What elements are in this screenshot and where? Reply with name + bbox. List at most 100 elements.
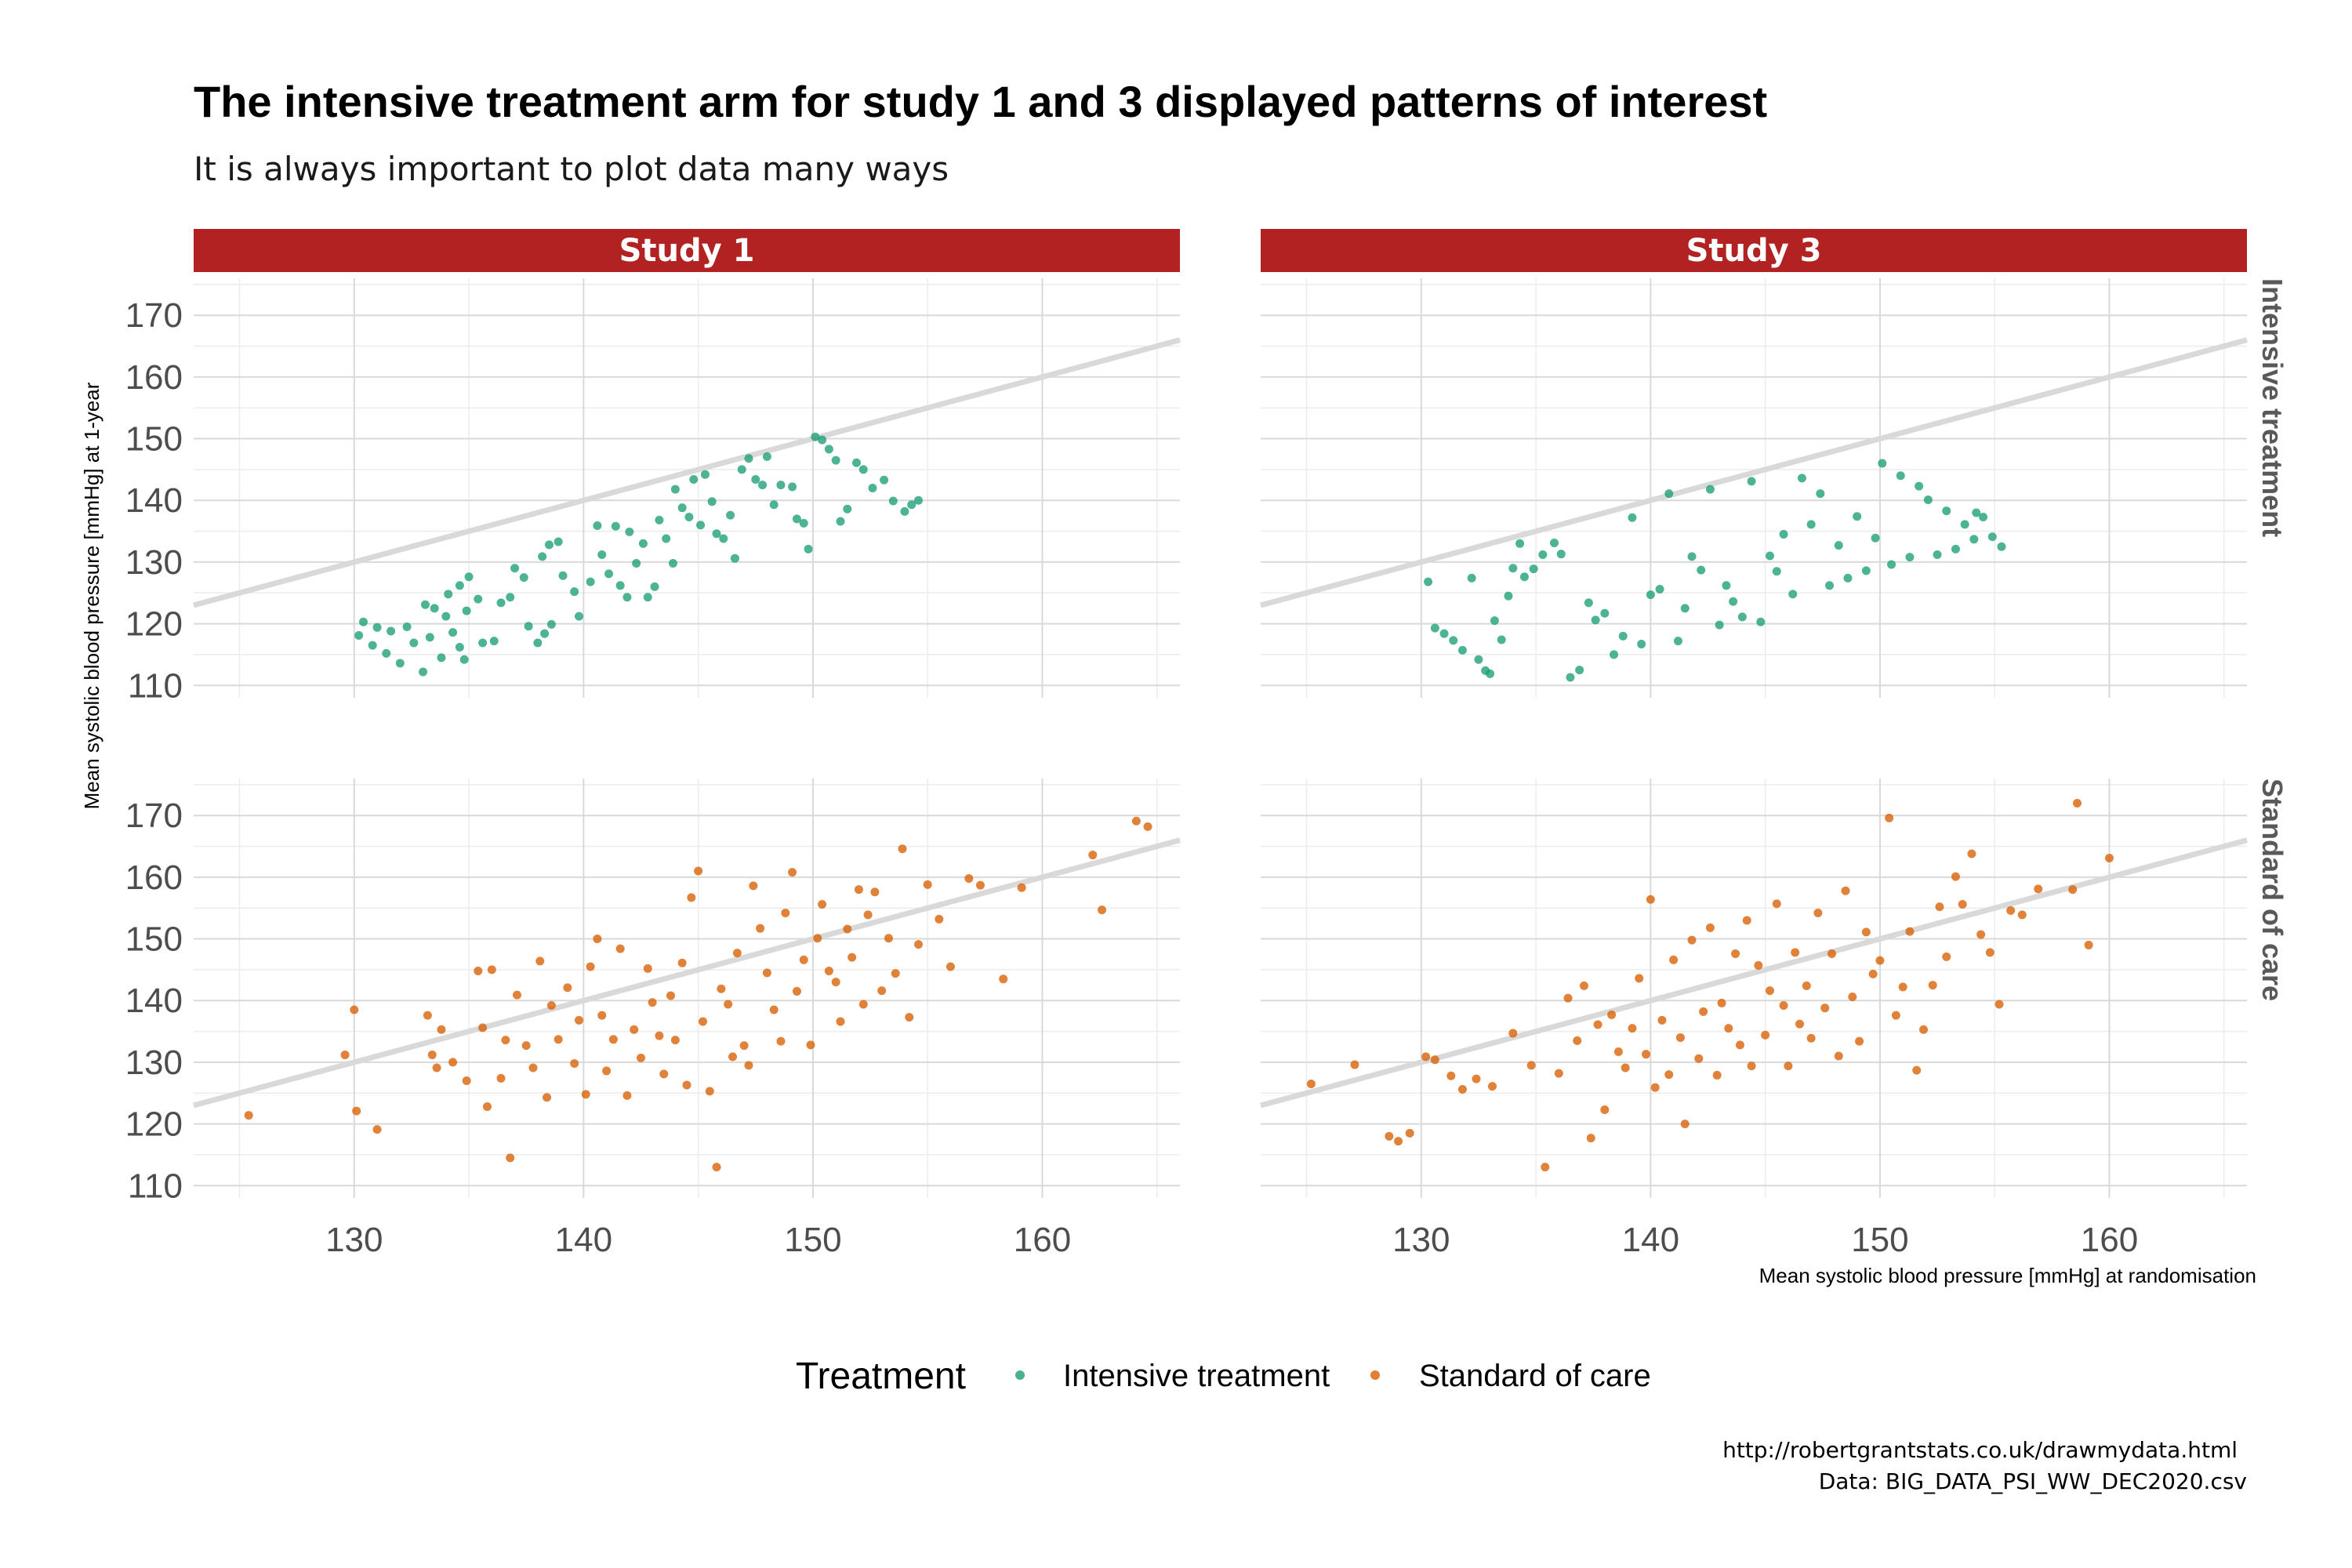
data-point — [1467, 573, 1476, 583]
data-point — [666, 991, 676, 1000]
data-point — [799, 518, 808, 528]
data-point — [546, 619, 556, 629]
data-point — [863, 910, 873, 920]
data-point — [1834, 1051, 1843, 1061]
legend-label-intensive: Intensive treatment — [1063, 1359, 1330, 1393]
data-point — [409, 638, 419, 648]
y-axis-title: Mean systolic blood pressure [mmHg] at 1… — [80, 382, 103, 809]
data-point — [2034, 884, 2043, 894]
y-tick-label: 170 — [125, 296, 183, 335]
data-point — [1825, 581, 1835, 590]
data-point — [586, 577, 595, 586]
data-point — [638, 539, 648, 548]
data-point — [244, 1111, 253, 1120]
data-point — [425, 633, 434, 642]
data-point — [888, 496, 898, 506]
data-point — [1806, 1033, 1816, 1043]
panel-2-2: 130 140 150 160 — [1260, 779, 2248, 1259]
data-point — [487, 965, 496, 975]
data-point — [437, 653, 446, 662]
data-point — [776, 1036, 786, 1046]
data-point — [1735, 1040, 1744, 1050]
data-point — [694, 866, 703, 876]
y-tick-label: 160 — [125, 858, 183, 897]
data-point — [811, 432, 820, 441]
data-point — [528, 1063, 538, 1073]
legend: Treatment Intensive treatment Standard o… — [796, 1356, 1651, 1397]
y-tick-label: 110 — [128, 666, 183, 705]
data-point — [751, 474, 760, 484]
reference-line — [1260, 837, 2248, 1109]
data-point — [689, 474, 699, 484]
data-point — [1951, 544, 1960, 554]
data-point — [1566, 673, 1575, 682]
y-tick-label: 110 — [128, 1167, 183, 1205]
data-point — [1017, 883, 1026, 892]
data-point — [1385, 1131, 1394, 1141]
data-point — [570, 1058, 579, 1068]
data-point — [1747, 1062, 1756, 1071]
data-point — [1490, 616, 1499, 626]
data-point — [632, 558, 641, 568]
data-point — [1885, 813, 1894, 822]
data-point — [1827, 949, 1836, 958]
y-tick-label: 140 — [125, 481, 183, 520]
data-point — [670, 485, 680, 494]
data-point — [1486, 669, 1495, 678]
data-point — [2017, 910, 2027, 920]
data-point — [1680, 1120, 1690, 1129]
x-tick-label: 130 — [325, 1221, 383, 1259]
data-point — [1673, 637, 1682, 646]
data-point — [496, 598, 506, 608]
data-point — [707, 497, 717, 506]
data-point — [935, 914, 944, 924]
data-point — [732, 949, 742, 958]
data-point — [1508, 564, 1518, 573]
data-point — [818, 900, 827, 909]
data-point — [432, 1063, 441, 1073]
data-point — [1878, 459, 1887, 468]
data-point — [1350, 1060, 1359, 1069]
data-point — [717, 984, 726, 993]
data-point — [668, 558, 677, 568]
data-point — [1976, 930, 1986, 939]
data-point — [1600, 608, 1610, 618]
x-tick-label: 160 — [2081, 1221, 2138, 1259]
y-tick-label: 160 — [125, 358, 183, 397]
data-point — [1779, 530, 1788, 539]
data-point — [2006, 906, 2016, 915]
data-point — [1439, 629, 1449, 638]
data-point — [437, 1025, 446, 1034]
data-point — [682, 1080, 691, 1090]
data-point — [900, 506, 909, 516]
data-point — [506, 1153, 515, 1163]
data-point — [636, 1053, 645, 1062]
data-point — [622, 1091, 632, 1100]
data-point — [615, 944, 625, 953]
data-point — [1556, 550, 1566, 559]
data-point — [430, 604, 439, 613]
x-tick-label: 140 — [555, 1221, 612, 1259]
data-point — [2104, 853, 2114, 862]
data-point — [1853, 512, 1862, 521]
data-point — [1430, 623, 1439, 633]
data-point — [581, 1090, 590, 1099]
data-point — [946, 962, 955, 971]
data-point — [923, 880, 932, 889]
data-point — [836, 517, 845, 526]
data-point — [913, 940, 923, 949]
data-point — [1813, 909, 1823, 918]
legend-key-intensive — [1015, 1370, 1025, 1380]
data-point — [739, 1041, 749, 1051]
data-point — [563, 983, 572, 993]
data-point — [368, 641, 377, 650]
data-point — [1694, 1054, 1704, 1063]
data-point — [728, 1052, 738, 1062]
data-point — [1747, 477, 1756, 486]
y-tick-label: 130 — [125, 1044, 183, 1082]
data-point — [1905, 927, 1915, 936]
data-point — [1699, 1007, 1708, 1016]
data-point — [540, 629, 550, 638]
data-point — [1918, 1025, 1928, 1034]
data-point — [1972, 508, 1981, 517]
